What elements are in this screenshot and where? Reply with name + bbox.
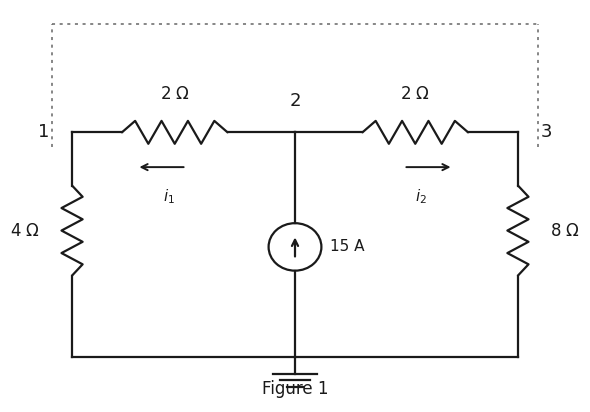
Text: $i_1$: $i_1$ — [163, 187, 175, 206]
Text: $i_2$: $i_2$ — [415, 187, 427, 206]
Text: 15 A: 15 A — [330, 239, 365, 255]
Text: 3: 3 — [540, 123, 552, 141]
Text: 2 $\Omega$: 2 $\Omega$ — [400, 85, 430, 103]
Text: 4 $\Omega$: 4 $\Omega$ — [10, 222, 40, 239]
Text: 2 $\Omega$: 2 $\Omega$ — [160, 85, 190, 103]
Text: 1: 1 — [38, 123, 50, 141]
Text: 2: 2 — [289, 92, 301, 110]
Text: Figure 1: Figure 1 — [262, 380, 328, 398]
Text: 8 $\Omega$: 8 $\Omega$ — [550, 222, 580, 239]
